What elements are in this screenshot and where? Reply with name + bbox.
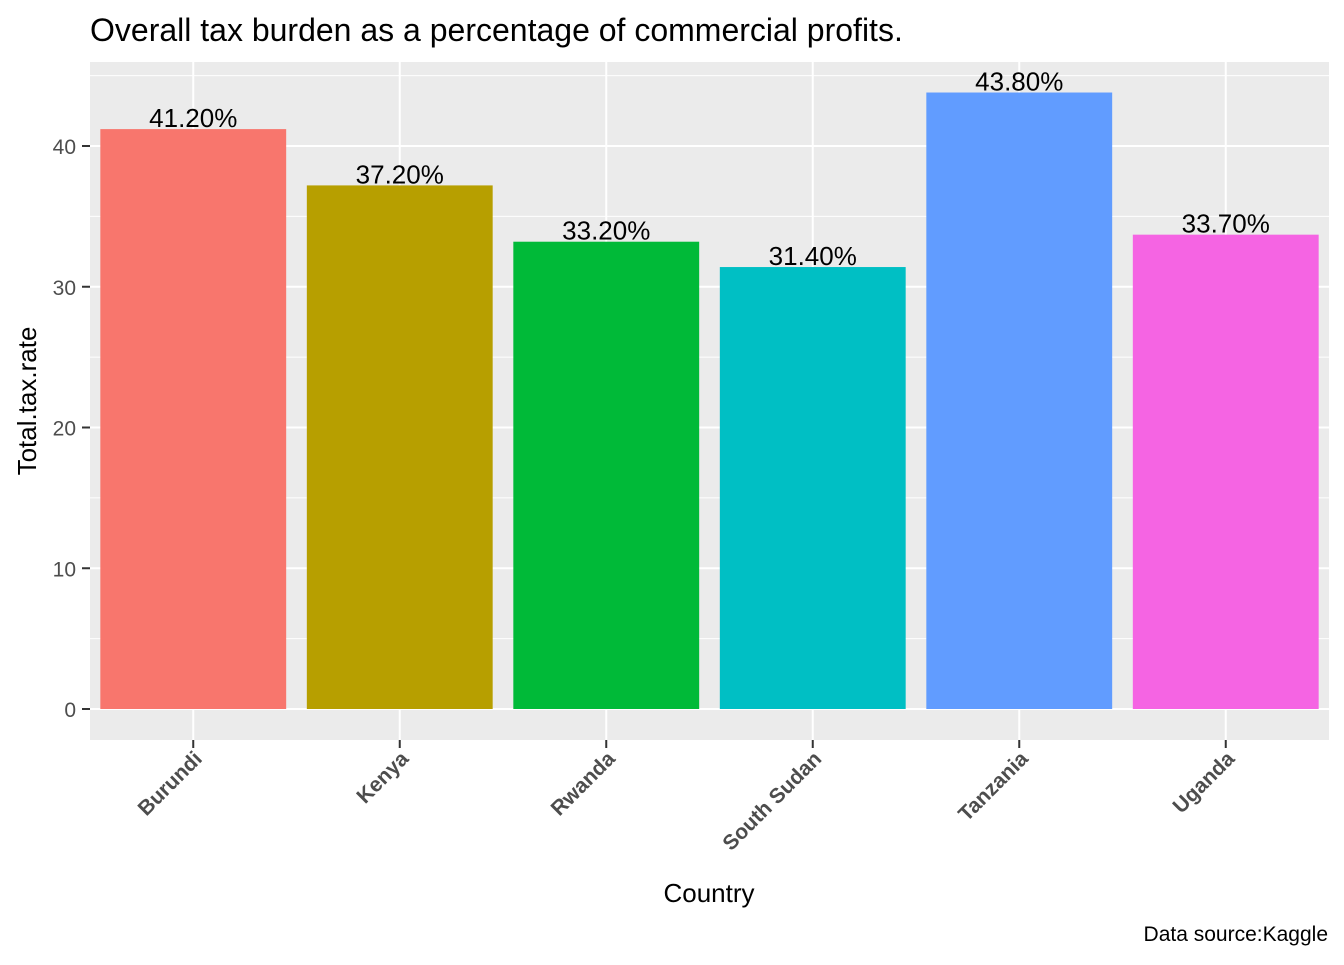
y-tick-label: 30 [53, 277, 76, 300]
x-tick-label: South Sudan [718, 747, 826, 855]
y-axis-title: Total.tax.rate [12, 327, 42, 476]
plot-panel [90, 62, 1329, 740]
x-tick-label: Rwanda [547, 747, 620, 820]
caption: Data source:Kaggle [1144, 923, 1328, 946]
y-tick-label: 10 [53, 558, 76, 581]
data-label: 41.20% [149, 103, 237, 133]
y-tick-label: 0 [64, 699, 76, 722]
chart-title: Overall tax burden as a percentage of co… [90, 12, 903, 48]
data-label: 33.70% [1182, 209, 1270, 239]
data-label: 33.20% [562, 216, 650, 246]
y-tick-label: 20 [53, 418, 76, 441]
bar-tanzania [926, 92, 1113, 709]
bar-kenya [306, 185, 493, 709]
x-axis-title: Country [663, 878, 754, 908]
bar-burundi [100, 129, 287, 710]
bar-uganda [1132, 234, 1319, 710]
x-tick-label: Kenya [352, 747, 413, 808]
x-tick-label: Burundi [134, 747, 207, 820]
data-label: 43.80% [975, 67, 1063, 97]
bar-south-sudan [719, 267, 906, 709]
x-tick-label: Uganda [1169, 747, 1240, 818]
bar-rwanda [513, 241, 700, 709]
x-tick-label: Tanzania [954, 747, 1033, 826]
y-tick-label: 40 [53, 136, 76, 159]
data-label: 31.40% [769, 241, 857, 271]
data-label: 37.20% [356, 159, 444, 189]
